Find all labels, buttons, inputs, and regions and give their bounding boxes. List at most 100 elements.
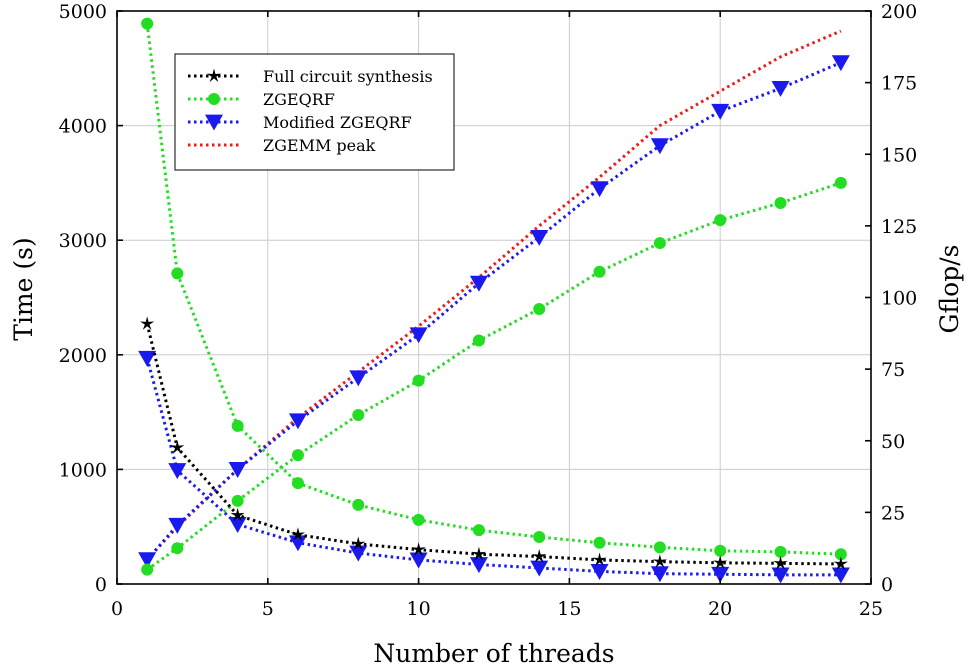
data-point (711, 566, 730, 583)
data-point (138, 350, 157, 367)
data-point (713, 555, 728, 569)
data-point (352, 498, 365, 511)
data-point (228, 462, 247, 478)
data-point (351, 536, 366, 550)
legend-label-modified-zgeqrf: Modified ZGEQRF (263, 113, 412, 132)
data-point (714, 214, 727, 227)
data-point (833, 556, 848, 571)
ticks: 0 5 10 15 20 25010002000300040005000025507510… (59, 1, 918, 620)
data-point (714, 544, 727, 557)
legend-marker (206, 68, 222, 83)
data-point (652, 554, 668, 568)
data-point (291, 477, 304, 490)
y-tick-label-right: 200 (881, 1, 917, 23)
data-point (593, 536, 606, 549)
data-point (653, 237, 666, 250)
data-point (171, 267, 184, 280)
series-line (146, 181, 842, 571)
data-point (773, 555, 788, 570)
data-point (471, 546, 487, 561)
data-point (593, 265, 606, 278)
data-point (533, 302, 546, 315)
data-point (831, 55, 850, 72)
data-point (650, 138, 669, 155)
data-point (231, 419, 244, 432)
data-point (349, 545, 368, 562)
data-point (771, 567, 790, 584)
data-point (469, 557, 488, 574)
x-tick-label: 10 (407, 598, 431, 620)
data-point (411, 542, 426, 556)
legend-samples (188, 68, 240, 147)
legend-label-full-circuit-synthesis: Full circuit synthesis (263, 67, 433, 86)
data-point (831, 567, 850, 584)
x-tick-label: 20 (708, 598, 732, 620)
data-point (774, 545, 787, 558)
data-point (592, 552, 607, 566)
y-tick-label-right: 125 (881, 216, 917, 238)
x-tick-label: 5 (262, 598, 274, 620)
x-axis-label: Number of threads (373, 639, 614, 668)
legend-label-zgeqrf: ZGEQRF (263, 90, 335, 109)
data-point (711, 103, 730, 120)
y-tick-label-right: 175 (881, 73, 917, 95)
data-point (290, 527, 306, 541)
data-point (771, 80, 790, 97)
y-axis-label-left: Time (s) (9, 237, 38, 340)
data-point (288, 413, 307, 430)
data-point (231, 494, 244, 507)
series-modified-zgeqrf-right (138, 55, 850, 569)
data-point (171, 542, 184, 555)
legend-marker (205, 114, 223, 131)
data-point (409, 327, 428, 344)
series-full-circuit-synthesis-left (140, 316, 848, 571)
series-zgeqrf-left (141, 17, 847, 561)
y-tick-label-left: 3000 (59, 230, 107, 252)
data-point (774, 196, 787, 209)
y-tick-label-left: 0 (95, 574, 107, 596)
data-point (288, 535, 307, 552)
data-point (168, 463, 187, 480)
data-point (170, 440, 185, 454)
y-tick-label-left: 5000 (59, 1, 107, 23)
data-point (168, 517, 187, 534)
data-point (141, 563, 154, 576)
data-point (834, 548, 847, 561)
data-point (141, 17, 154, 30)
data-point (590, 181, 609, 198)
data-point (530, 229, 549, 246)
data-point (472, 524, 485, 537)
legend-marker (208, 93, 220, 105)
y-tick-label-left: 4000 (59, 116, 107, 138)
data-point (352, 408, 365, 421)
x-tick-label: 25 (859, 598, 883, 620)
data-point (138, 552, 157, 569)
y-tick-label-right: 25 (881, 502, 905, 524)
data-point (472, 334, 485, 347)
data-point (650, 566, 669, 583)
y-tick-label-right: 150 (881, 144, 917, 166)
series-line (145, 357, 841, 577)
data-point (533, 531, 546, 544)
series-zgeqrf-right (141, 176, 847, 576)
data-point (228, 517, 247, 533)
y-axis-label-right: Gflop/s (935, 245, 964, 334)
data-point (409, 552, 428, 569)
data-point (469, 275, 488, 292)
series-layer (138, 17, 850, 584)
series-modified-zgeqrf-left (138, 350, 850, 584)
data-point (412, 374, 425, 387)
y-tick-label-right: 50 (881, 431, 905, 453)
y-tick-label-right: 0 (881, 574, 893, 596)
data-point (834, 176, 847, 189)
y-tick-label-right: 100 (881, 288, 917, 310)
x-tick-label: 0 (111, 598, 123, 620)
data-point (590, 564, 609, 580)
data-point (412, 513, 425, 526)
data-point (291, 449, 304, 462)
y-tick-label-left: 1000 (59, 459, 107, 481)
data-point (653, 541, 666, 554)
data-point (532, 549, 547, 563)
y-tick-label-left: 2000 (59, 345, 107, 367)
